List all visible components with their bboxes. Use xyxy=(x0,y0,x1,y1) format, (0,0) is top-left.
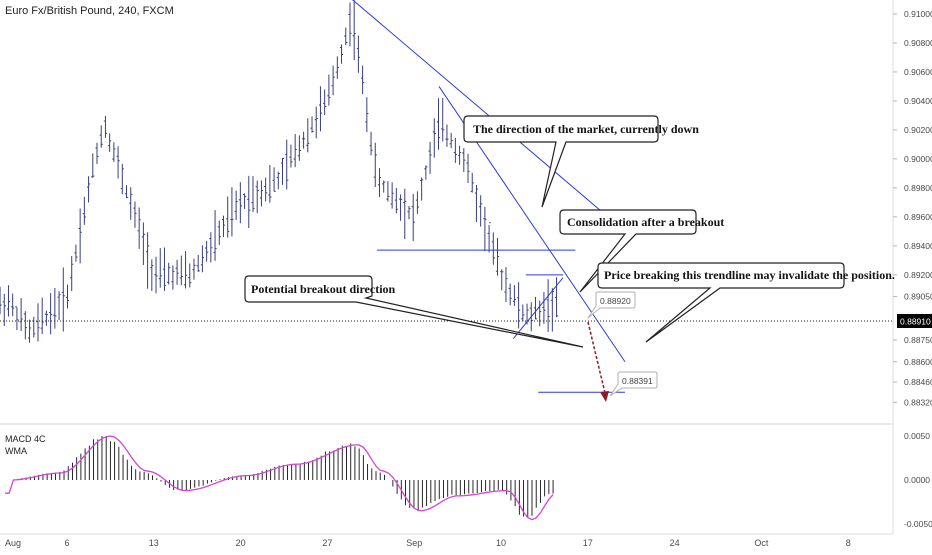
macd-histogram xyxy=(5,435,554,521)
price-tick-label: 0.90800 xyxy=(904,38,932,48)
price-label-target: 0.88391 xyxy=(609,371,658,397)
price-tick-label: 0.89400 xyxy=(904,241,932,251)
price-tick-label: 0.88460 xyxy=(904,377,932,387)
price-tick-label: 0.88320 xyxy=(904,397,932,407)
time-tick-label: 27 xyxy=(322,538,332,548)
time-tick-label: 17 xyxy=(583,538,593,548)
callout-consolidation: Consolidation after a breakout xyxy=(559,209,724,293)
time-tick-label: Sep xyxy=(406,538,422,548)
price-tick-label: 0.89200 xyxy=(904,270,932,280)
time-tick-label: Oct xyxy=(754,538,769,548)
time-axis[interactable]: Aug 6 13 20 27 Sep 10 17 24 Oct 8 xyxy=(5,538,851,548)
time-tick-label: 24 xyxy=(670,538,680,548)
price-tick-label: 0.88750 xyxy=(904,335,932,345)
time-tick-label: 20 xyxy=(236,538,246,548)
wma-line xyxy=(5,435,554,521)
time-tick-label: 10 xyxy=(496,538,506,548)
time-tick-label: 6 xyxy=(64,538,69,548)
price-tick-label: 0.89800 xyxy=(904,183,932,193)
time-tick-label: 13 xyxy=(149,538,159,548)
price-tick-label: 0.89050 xyxy=(904,292,932,302)
price-tick-label: 0.88600 xyxy=(904,357,932,367)
macd-tick-label: 0.0000 xyxy=(904,475,930,485)
last-price-tag xyxy=(897,314,932,328)
price-tick-label: 0.91000 xyxy=(904,9,932,19)
macd-legend-wma: WMA xyxy=(5,446,27,456)
time-tick-label: 8 xyxy=(846,538,851,548)
time-tick-label: Aug xyxy=(5,538,21,548)
price-tick-label: 0.90200 xyxy=(904,125,932,135)
symbol-title: Euro Fx/British Pound, 240, FXCM xyxy=(5,5,174,17)
price-label-upper: 0.88920 xyxy=(587,291,636,319)
price-tick-label: 0.89600 xyxy=(904,212,932,222)
macd-tick-label: 0.0050 xyxy=(904,431,930,441)
callout-breakout-direction-text: Potential breakout direction xyxy=(251,282,396,296)
trendline xyxy=(513,277,564,339)
breakout-arrowhead xyxy=(600,391,609,402)
price-label-upper-text: 0.88920 xyxy=(600,296,631,306)
breakout-arrow xyxy=(587,321,606,394)
price-tick-label: 0.90400 xyxy=(904,96,932,106)
macd-tick-label: -0.0050 xyxy=(904,519,932,529)
callout-breakout-direction: Potential breakout direction xyxy=(244,275,584,348)
last-price-label: 0.88910 xyxy=(900,317,931,327)
callout-invalidate: Price breaking this trendline may invali… xyxy=(597,262,895,343)
macd-axis: 0.0050 0.0000 -0.0050 xyxy=(904,431,932,529)
macd-legend-name: MACD 4C xyxy=(5,434,46,444)
price-bars xyxy=(0,0,559,343)
callout-invalidate-text: Price breaking this trendline may invali… xyxy=(604,268,895,282)
price-tick-label: 0.90600 xyxy=(904,67,932,77)
price-axis[interactable]: 0.91000 0.90800 0.90600 0.90400 0.90200 0.900… xyxy=(893,9,932,407)
callout-consolidation-text: Consolidation after a breakout xyxy=(567,215,724,229)
price-tick-label: 0.90000 xyxy=(904,154,932,164)
callout-market-direction-text: The direction of the market, currently d… xyxy=(473,122,699,136)
callout-market-direction: The direction of the market, currently d… xyxy=(463,115,699,208)
price-label-target-text: 0.88391 xyxy=(622,376,653,386)
